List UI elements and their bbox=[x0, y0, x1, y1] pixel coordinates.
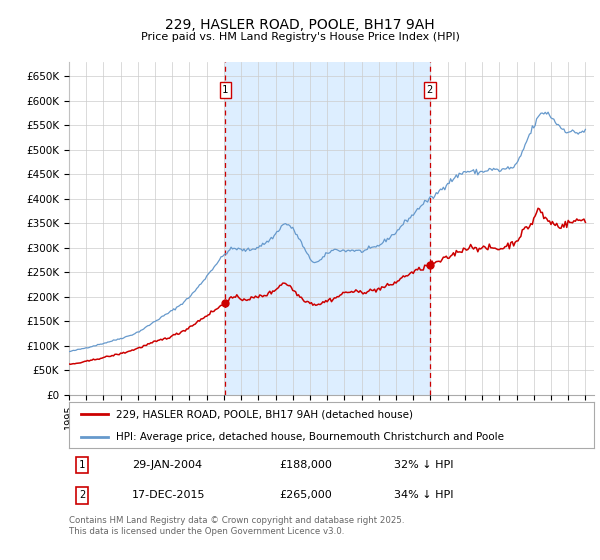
Text: 32% ↓ HPI: 32% ↓ HPI bbox=[395, 460, 454, 470]
Text: 34% ↓ HPI: 34% ↓ HPI bbox=[395, 491, 454, 501]
Text: 229, HASLER ROAD, POOLE, BH17 9AH (detached house): 229, HASLER ROAD, POOLE, BH17 9AH (detac… bbox=[116, 409, 413, 419]
Text: 17-DEC-2015: 17-DEC-2015 bbox=[132, 491, 205, 501]
Text: 1: 1 bbox=[222, 85, 229, 95]
Text: 29-JAN-2004: 29-JAN-2004 bbox=[132, 460, 202, 470]
Text: Price paid vs. HM Land Registry's House Price Index (HPI): Price paid vs. HM Land Registry's House … bbox=[140, 32, 460, 42]
Bar bbox=[225, 62, 430, 395]
Text: 2: 2 bbox=[79, 491, 85, 501]
Text: HPI: Average price, detached house, Bournemouth Christchurch and Poole: HPI: Average price, detached house, Bour… bbox=[116, 432, 504, 441]
Text: 229, HASLER ROAD, POOLE, BH17 9AH: 229, HASLER ROAD, POOLE, BH17 9AH bbox=[165, 18, 435, 32]
Text: 1: 1 bbox=[79, 460, 85, 470]
Text: £188,000: £188,000 bbox=[279, 460, 332, 470]
Text: Contains HM Land Registry data © Crown copyright and database right 2025.
This d: Contains HM Land Registry data © Crown c… bbox=[69, 516, 404, 536]
Text: £265,000: £265,000 bbox=[279, 491, 332, 501]
Text: 2: 2 bbox=[427, 85, 433, 95]
